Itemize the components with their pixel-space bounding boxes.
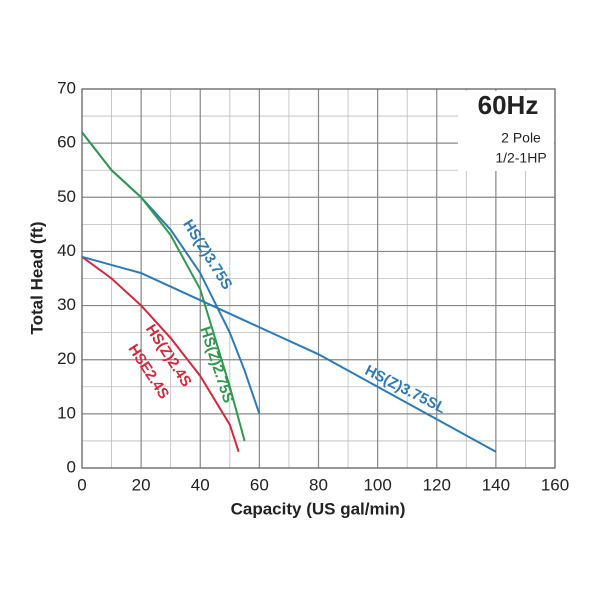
x-tick-label: 160 (541, 475, 569, 494)
x-axis-title: Capacity (US gal/min) (231, 499, 406, 518)
y-tick-label: 40 (57, 241, 76, 260)
y-tick-label: 0 (67, 457, 76, 476)
y-tick-label: 10 (57, 403, 76, 422)
x-tick-label: 140 (482, 475, 510, 494)
y-tick-label: 50 (57, 187, 76, 206)
x-tick-label: 80 (309, 475, 328, 494)
x-tick-label: 20 (132, 475, 151, 494)
annotation-title: 60Hz (478, 90, 539, 120)
x-tick-label: 0 (77, 475, 86, 494)
x-tick-label: 40 (191, 475, 210, 494)
annotation-line: 1/2-1HP (495, 150, 546, 166)
y-tick-label: 20 (57, 349, 76, 368)
curve (81, 256, 240, 453)
annotation-line: 2 Pole (501, 130, 541, 146)
plot-frame (81, 88, 556, 469)
x-tick-label: 120 (423, 475, 451, 494)
y-tick-label: 30 (57, 295, 76, 314)
annotation-box (458, 91, 554, 171)
curve (81, 255, 497, 453)
curve (81, 131, 246, 442)
curve-label: HS(Z)3.75SL (362, 362, 448, 417)
x-tick-label: 100 (363, 475, 391, 494)
y-axis-title: Total Head (ft) (27, 221, 46, 334)
x-tick-label: 60 (250, 475, 269, 494)
y-tick-label: 60 (57, 133, 76, 152)
y-tick-label: 70 (57, 78, 76, 97)
